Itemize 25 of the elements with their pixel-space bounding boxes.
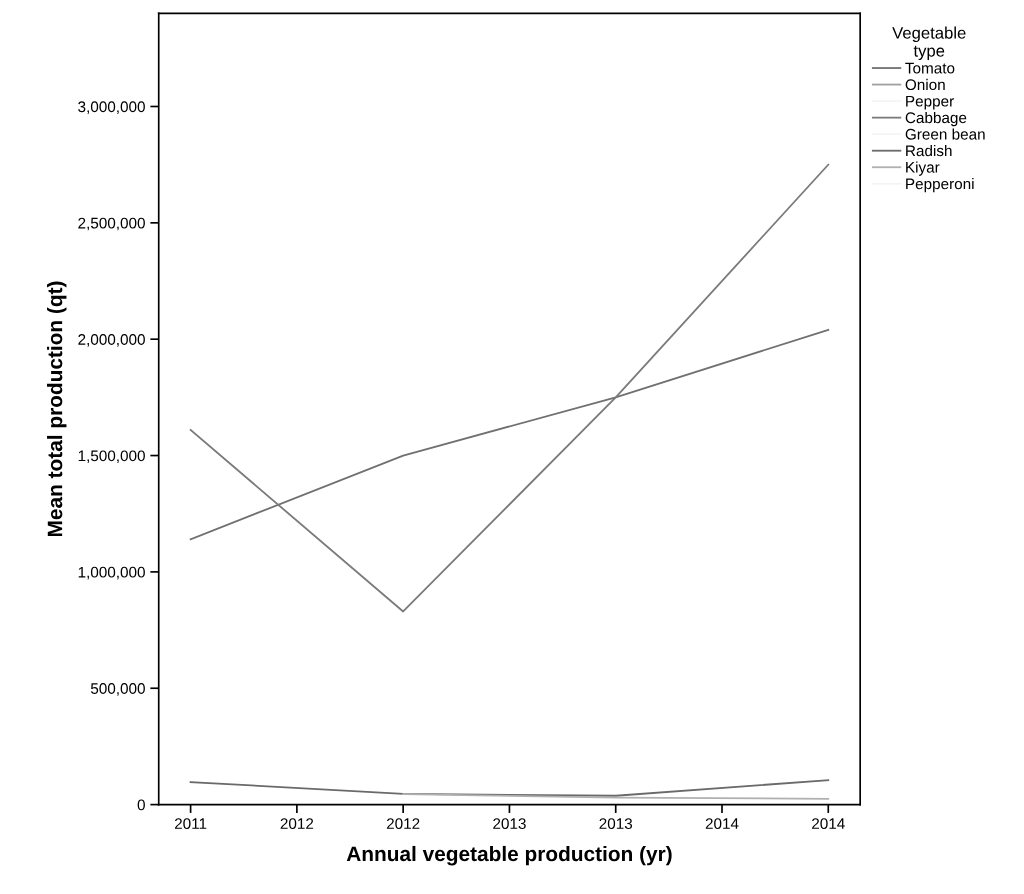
- x-tick-label: 2012: [280, 818, 314, 830]
- legend-label: Pepperoni: [906, 178, 974, 193]
- legend-label: Green bean: [905, 128, 985, 140]
- y-tick-label: 3,000,000: [78, 101, 145, 114]
- y-tick-label: 500,000: [90, 683, 145, 696]
- y-tick-label: 1,500,000: [78, 450, 145, 464]
- legend-label: Onion: [905, 78, 945, 91]
- x-tick-label: 2013: [493, 818, 526, 830]
- legend-title: Vegetable type: [892, 26, 966, 61]
- x-tick-label: 2011: [174, 818, 207, 830]
- x-tick-label: 2013: [599, 818, 633, 830]
- y-tick-label: 2,000,000: [78, 334, 145, 347]
- legend-label: Kiyar: [906, 161, 940, 176]
- x-tick-label: 2012: [386, 818, 420, 830]
- y-tick-label: 2,500,000: [78, 217, 145, 231]
- x-tick-label: 2014: [812, 818, 845, 830]
- legend-label: Pepper: [906, 95, 954, 110]
- legend-label: Radish: [906, 144, 952, 157]
- x-tick-label: 2014: [705, 818, 739, 830]
- y-tick-label: 0: [137, 799, 145, 811]
- x-axis-title: Annual vegetable production (yr): [346, 845, 672, 866]
- y-tick-label: 1,000,000: [78, 566, 145, 580]
- legend-label: Tomato: [905, 62, 955, 74]
- legend-label: Cabbage: [905, 111, 967, 127]
- y-axis-title: Mean total production (qt): [47, 281, 67, 537]
